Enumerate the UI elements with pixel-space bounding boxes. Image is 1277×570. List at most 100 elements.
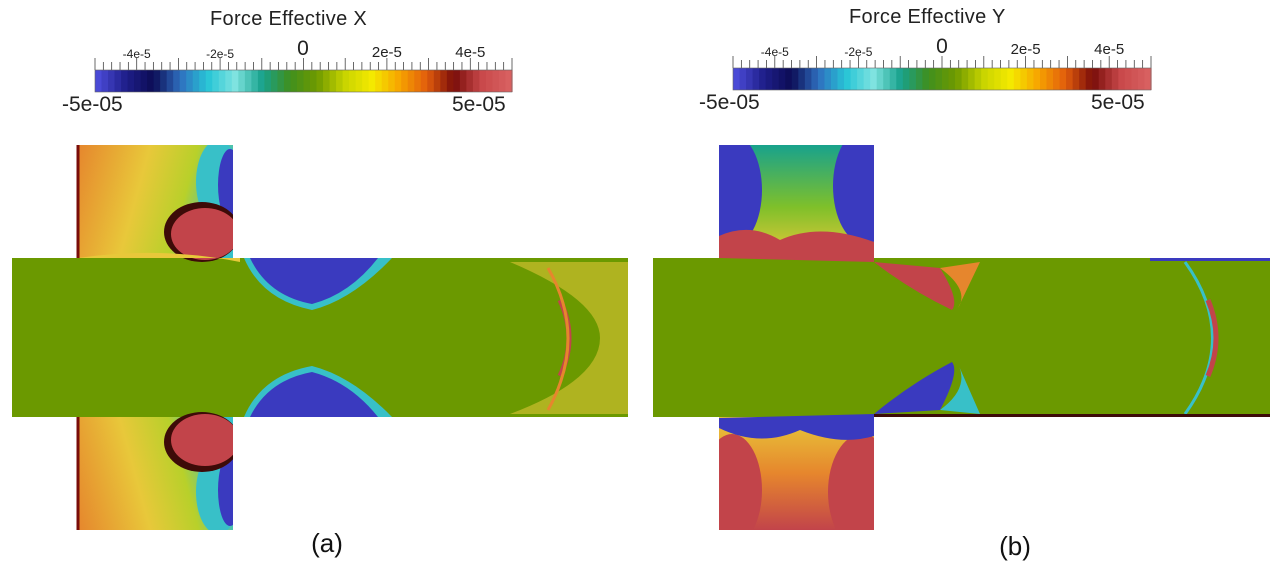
colorbar-segment bbox=[479, 70, 487, 92]
colorbar-segment bbox=[1144, 68, 1152, 90]
colorbar-segment bbox=[485, 70, 494, 92]
colorbar-segment bbox=[375, 70, 383, 92]
colorbar-segment bbox=[459, 70, 467, 92]
colorbar-segment bbox=[955, 68, 963, 90]
colorbar-segment bbox=[1079, 68, 1087, 90]
colorbar-segment bbox=[244, 70, 252, 92]
colorbar-segment bbox=[238, 70, 246, 92]
colorbar-segment bbox=[974, 68, 982, 90]
colorbar-segment bbox=[1085, 68, 1093, 90]
colorbar-segment bbox=[153, 70, 161, 92]
colorbar-segment bbox=[186, 70, 194, 92]
colorbar-segment bbox=[179, 70, 187, 92]
tick-label-b-2: 2e-5 bbox=[1010, 41, 1041, 58]
colorbar-segment bbox=[1092, 68, 1100, 90]
colorbar-segment bbox=[1072, 68, 1080, 90]
colorbar-segment bbox=[746, 68, 754, 90]
colorbar-segment bbox=[270, 70, 279, 92]
colorbar-segment bbox=[1026, 68, 1035, 90]
colorbar-segment bbox=[355, 70, 363, 92]
colorbar-segment bbox=[505, 70, 513, 92]
top-branch-blue-left-b bbox=[702, 145, 762, 246]
colorbar-segment bbox=[277, 70, 285, 92]
channel-bottom-blue-b bbox=[874, 362, 955, 414]
colorbar-segment bbox=[166, 70, 174, 92]
colorbar-segment bbox=[824, 68, 832, 90]
colorbar-segment bbox=[381, 70, 389, 92]
bottom-branch-blue-band-b bbox=[719, 414, 874, 440]
colorbar-segment bbox=[811, 68, 819, 90]
channel-bottom-cyan-b bbox=[940, 364, 980, 414]
tick-label-a-2: 2e-5 bbox=[371, 44, 402, 61]
colorbar-segment bbox=[264, 70, 272, 92]
colorbar-segment bbox=[1020, 68, 1028, 90]
colorbar-min-label-b: -5e-05 bbox=[699, 91, 760, 114]
tick-label-b-3: 4e-5 bbox=[1094, 41, 1125, 58]
colorbar-segment bbox=[844, 68, 852, 90]
colorbar-segment bbox=[147, 70, 155, 92]
colorbar-segment bbox=[1066, 68, 1074, 90]
colorbar-segment bbox=[1007, 68, 1015, 90]
top-wall-shade-a bbox=[78, 252, 240, 262]
tick-label-a-3: 4e-5 bbox=[455, 44, 486, 61]
colorbar-segment bbox=[889, 68, 897, 90]
colorbar-segment bbox=[817, 68, 826, 90]
channel-top-orange-b bbox=[940, 262, 980, 308]
colorbar-max-label-a: 5e-05 bbox=[452, 93, 506, 116]
colorbar-min-label-a: -5e-05 bbox=[62, 93, 123, 116]
colorbar-segment bbox=[446, 70, 454, 92]
colorbar-segment bbox=[1059, 68, 1067, 90]
colorbar-segment bbox=[902, 68, 910, 90]
colorbar-segment bbox=[948, 68, 956, 90]
colorbar-segment bbox=[987, 68, 995, 90]
top-branch-red-band-b bbox=[719, 229, 874, 262]
colorbar-segment bbox=[850, 68, 858, 90]
colorbar-segment bbox=[453, 70, 461, 92]
colorbar-segment bbox=[1039, 68, 1048, 90]
colorbar-segment bbox=[336, 70, 344, 92]
front-orange-band-a bbox=[546, 267, 570, 411]
colorbar-segment bbox=[420, 70, 428, 92]
colorbar-segment bbox=[942, 68, 950, 90]
colorbar-title-b: Force Effective Y bbox=[849, 6, 1006, 28]
colorbar-segment bbox=[961, 68, 969, 90]
colorbar-segment bbox=[316, 70, 324, 92]
caption-a: (a) bbox=[311, 528, 343, 558]
colorbar-segment bbox=[804, 68, 812, 90]
colorbar-segment bbox=[205, 70, 213, 92]
top-branch-red-lobe-a bbox=[171, 208, 239, 260]
colorbar-segment bbox=[830, 68, 839, 90]
colorbar-segment bbox=[160, 70, 168, 92]
colorbar-segment bbox=[798, 68, 806, 90]
colorbar-segment bbox=[909, 68, 917, 90]
colorbar-segment bbox=[310, 70, 318, 92]
colorbar-segment bbox=[791, 68, 799, 90]
colorbar-segment bbox=[394, 70, 402, 92]
tick-label-a-1: -2e-5 bbox=[206, 47, 235, 61]
colorbar-segment bbox=[296, 70, 305, 92]
colorbar-segment bbox=[1046, 68, 1054, 90]
colorbar-segment bbox=[876, 68, 884, 90]
colorbar-segment bbox=[752, 68, 760, 90]
colorbar-segment bbox=[863, 68, 871, 90]
colorbar-segment bbox=[108, 70, 116, 92]
colorbar-segment bbox=[257, 70, 266, 92]
colorbar-segment bbox=[1098, 68, 1106, 90]
colorbar-border bbox=[94, 69, 513, 93]
colorbar-segment bbox=[342, 70, 350, 92]
bottom-branch-red-left-b bbox=[702, 434, 762, 530]
channel-bottom-blue-a bbox=[250, 372, 378, 417]
colorbar-segment bbox=[1000, 68, 1008, 90]
colorbar-segment bbox=[915, 68, 924, 90]
zero-label-b: 0 bbox=[936, 35, 948, 58]
colorbar-segment bbox=[218, 70, 226, 92]
colorbar-segment bbox=[1131, 68, 1139, 90]
colorbar-segment bbox=[95, 70, 103, 92]
colorbar-segment bbox=[362, 70, 370, 92]
force-field-y-plot bbox=[653, 145, 1270, 530]
colorbar-segment bbox=[440, 70, 448, 92]
tick-label-b-1: -2e-5 bbox=[844, 45, 873, 59]
colorbar-segment bbox=[225, 70, 233, 92]
colorbar-segment bbox=[739, 68, 747, 90]
colorbar-segment bbox=[765, 68, 773, 90]
